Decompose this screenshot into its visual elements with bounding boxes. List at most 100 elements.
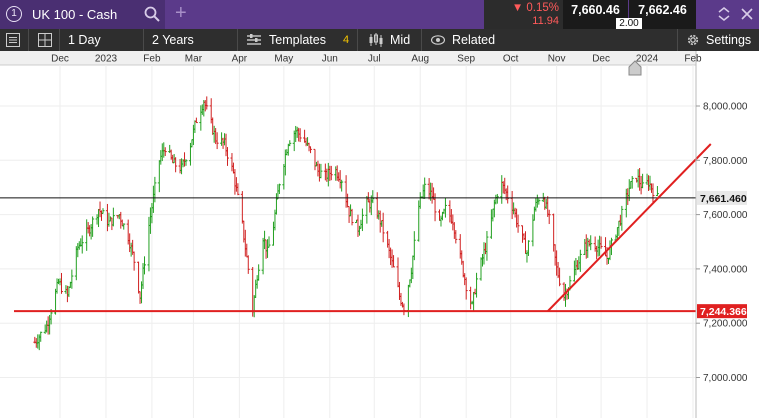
ohlc-bar <box>371 190 375 204</box>
time-label: Dec <box>51 54 69 65</box>
ohlc-bar <box>558 267 562 287</box>
instrument-title: UK 100 - Cash <box>32 7 118 22</box>
time-label: Dec <box>592 54 610 65</box>
toolbar-divider <box>59 29 60 51</box>
chart-toolbar: 1 Day 2 Years Templates 4 Mid Related Se… <box>0 29 759 51</box>
collapse-icon[interactable] <box>716 6 732 22</box>
price-label: 7,200.000 <box>703 319 748 330</box>
ohlc-bar <box>350 208 354 226</box>
ohlc-bar <box>454 230 458 244</box>
svg-text:7,661.460: 7,661.460 <box>700 193 747 205</box>
ohlc-bar <box>313 148 317 171</box>
ohlc-bar <box>101 208 105 214</box>
interval-selector[interactable]: 1 Day <box>68 33 101 47</box>
toolbar-divider <box>677 29 678 51</box>
ohlc-bar <box>589 235 593 251</box>
ohlc-bar <box>620 205 624 231</box>
toolbar-divider <box>357 29 358 51</box>
ohlc-bar <box>298 128 302 143</box>
price-type-selector[interactable]: Mid <box>390 33 411 47</box>
gear-icon[interactable] <box>686 33 700 47</box>
ohlc-bar <box>641 173 645 189</box>
instrument-tab[interactable]: 1 UK 100 - Cash <box>0 0 165 29</box>
templates-button[interactable]: Templates <box>269 33 326 47</box>
time-label: 2024 <box>636 54 659 65</box>
trend-line <box>547 143 712 312</box>
price-axis-labels: 7,000.000 7,200.000 7,400.000 7,600.000 7,80… <box>696 102 748 384</box>
current-price-tag: 7,661.460 <box>697 190 747 205</box>
sell-price-button[interactable]: 7,660.46 <box>563 0 628 29</box>
price-label: 7,800.000 <box>703 156 748 167</box>
ohlc-bar <box>599 236 603 249</box>
time-label: Mar <box>185 54 203 65</box>
close-icon[interactable] <box>739 6 755 22</box>
ohlc-bar <box>157 160 161 193</box>
range-selector[interactable]: 2 Years <box>152 33 194 47</box>
ohlc-bar <box>267 236 271 248</box>
ohlc-bar <box>80 235 84 254</box>
price-label: 8,000.000 <box>703 102 748 113</box>
ohlc-bar <box>122 223 126 230</box>
ohlc-bar <box>464 277 468 300</box>
toolbar-divider <box>421 29 422 51</box>
toolbar-divider <box>237 29 238 51</box>
ohlc-bar <box>142 256 146 275</box>
time-label: Sep <box>457 54 475 65</box>
price-label: 7,000.000 <box>703 373 748 384</box>
ohlc-bar <box>184 159 188 166</box>
time-label: Jul <box>368 54 381 65</box>
ohlc-bar <box>226 147 230 166</box>
tab-number: 1 <box>6 6 22 22</box>
spread-value: 2.00 <box>616 18 642 29</box>
ohlc-bar <box>475 272 479 298</box>
price-chart[interactable]: Dec 2023 Feb Mar Apr May Jun Jul Aug Sep Oct Nov Dec… <box>0 51 759 418</box>
ohlc-bar <box>340 179 344 192</box>
settings-button[interactable]: Settings <box>706 33 752 47</box>
search-icon[interactable] <box>143 5 161 23</box>
ohlc-bar <box>381 212 385 243</box>
ohlc-bar <box>194 117 198 124</box>
ohlc-bar <box>578 249 582 272</box>
toolbar-divider <box>28 29 29 51</box>
add-tab-icon[interactable]: + <box>175 2 187 24</box>
ohlc-bar <box>91 216 95 237</box>
ohlc-bar <box>423 177 427 200</box>
related-button[interactable]: Related <box>452 33 496 47</box>
ohlc-bar <box>205 96 209 110</box>
ohlc-bar <box>246 255 250 274</box>
time-label: Oct <box>503 54 519 65</box>
ohlc-bar <box>526 240 530 256</box>
time-label: Feb <box>143 54 161 65</box>
ohlc-bar <box>655 186 659 197</box>
ohlc-bar <box>319 163 323 179</box>
svg-text:7,244.366: 7,244.366 <box>700 306 747 318</box>
change-points: 11.94 <box>532 15 559 27</box>
ohlc-bar <box>630 176 634 189</box>
price-label: 7,400.000 <box>703 264 748 275</box>
ohlc-bar <box>240 191 244 224</box>
ohlc-bar <box>485 231 489 261</box>
templates-count-badge: 4 <box>343 34 350 46</box>
time-label: Feb <box>684 54 702 65</box>
ohlc-bar <box>163 147 167 157</box>
menu-icon[interactable] <box>6 33 20 47</box>
ohlc-bar <box>329 165 333 181</box>
time-axis-labels: Dec 2023 Feb Mar Apr May Jun Jul Aug Sep Oct Nov Dec… <box>51 54 702 65</box>
ohlc-bar <box>412 231 416 261</box>
ohlc-bar <box>651 183 655 204</box>
home-marker-icon[interactable] <box>628 60 642 76</box>
ohlc-bar <box>277 183 281 195</box>
ohlc-bar <box>406 284 410 318</box>
ohlc-bar <box>236 183 240 196</box>
time-label: Nov <box>548 54 566 65</box>
layout-grid-icon[interactable] <box>38 33 52 47</box>
ohlc-bar <box>547 209 551 225</box>
ohlc-bar <box>288 140 292 147</box>
time-label: 2023 <box>95 54 118 65</box>
ohlc-bar <box>215 132 219 150</box>
price-change-box: ▼ 0.15% 11.94 <box>484 0 563 29</box>
time-label: Apr <box>232 54 248 65</box>
ohlc-bar <box>537 198 541 205</box>
ohlc-bar <box>443 197 447 218</box>
ohlc-bar <box>59 272 63 294</box>
